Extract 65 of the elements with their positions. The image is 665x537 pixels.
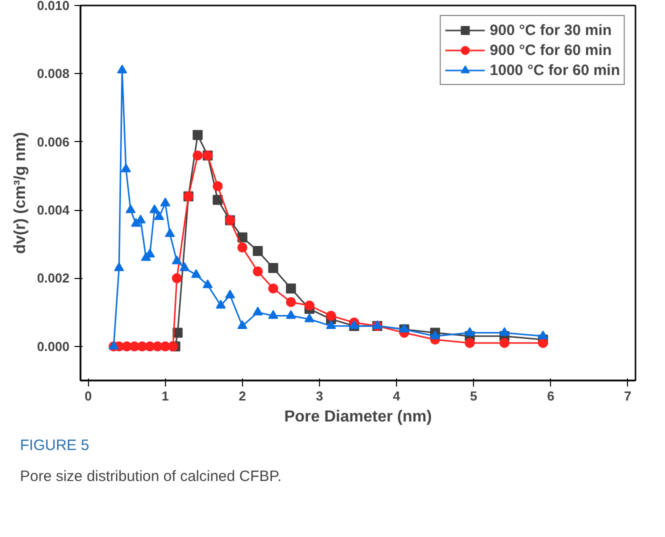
y-tick-label: 0.004	[36, 202, 70, 218]
point	[202, 279, 213, 288]
x-tick-label: 3	[316, 388, 324, 404]
point	[168, 341, 178, 352]
point	[172, 255, 182, 264]
y-tick-label: 0.006	[36, 134, 70, 150]
point	[538, 338, 548, 348]
legend-label: 1000 °C for 60 min	[490, 62, 620, 78]
point	[114, 262, 124, 272]
point	[252, 246, 263, 256]
point	[117, 64, 128, 74]
point	[212, 181, 223, 192]
x-tick-label: 4	[392, 388, 401, 404]
point	[252, 266, 263, 276]
point	[304, 300, 314, 310]
point	[120, 163, 131, 172]
x-tick-label: 0	[84, 388, 92, 404]
legend-label: 900 °C for 60 min	[490, 42, 612, 58]
y-tick-label: 0.010	[36, 0, 70, 13]
point	[225, 290, 236, 298]
point	[499, 338, 510, 348]
y-axis-title: dv(r) (cm³/g nm)	[12, 132, 29, 254]
point	[180, 262, 190, 272]
point	[150, 204, 160, 214]
point	[192, 130, 203, 140]
y-tick-label: 0.000	[36, 338, 70, 354]
point	[136, 214, 146, 224]
x-tick-label: 2	[238, 388, 246, 404]
point	[268, 283, 278, 294]
point	[126, 204, 136, 214]
point	[430, 330, 440, 340]
x-tick-label: 7	[624, 388, 632, 404]
point	[268, 263, 278, 273]
point	[252, 306, 263, 316]
point	[192, 150, 203, 160]
point	[212, 194, 223, 205]
x-axis-title: Pore Diameter (nm)	[284, 408, 432, 426]
point	[172, 273, 182, 284]
point	[464, 338, 475, 348]
point	[286, 297, 296, 308]
point	[237, 232, 248, 242]
point	[237, 242, 248, 253]
point	[216, 300, 226, 309]
point	[286, 283, 296, 294]
caption: FIGURE 5	[20, 436, 90, 456]
text: Pore size distribution of calcined CFBP.	[20, 467, 282, 488]
point	[154, 211, 164, 220]
point	[326, 320, 336, 330]
y-tick-label: 0.008	[36, 66, 70, 82]
point	[268, 310, 278, 319]
point	[160, 198, 170, 206]
legend-label: 900 °C for 30 min	[490, 22, 612, 38]
point	[237, 320, 248, 330]
point	[164, 228, 175, 238]
point	[464, 327, 475, 336]
x-tick-label: 5	[470, 388, 478, 404]
point	[191, 269, 202, 278]
x-tick-label: 1	[162, 388, 169, 404]
point	[286, 310, 296, 319]
x-tick-label: 6	[547, 388, 554, 404]
point	[304, 313, 314, 322]
point	[499, 327, 510, 336]
point	[538, 330, 548, 340]
point	[326, 310, 336, 321]
y-tick-label: 0.002	[36, 270, 70, 286]
